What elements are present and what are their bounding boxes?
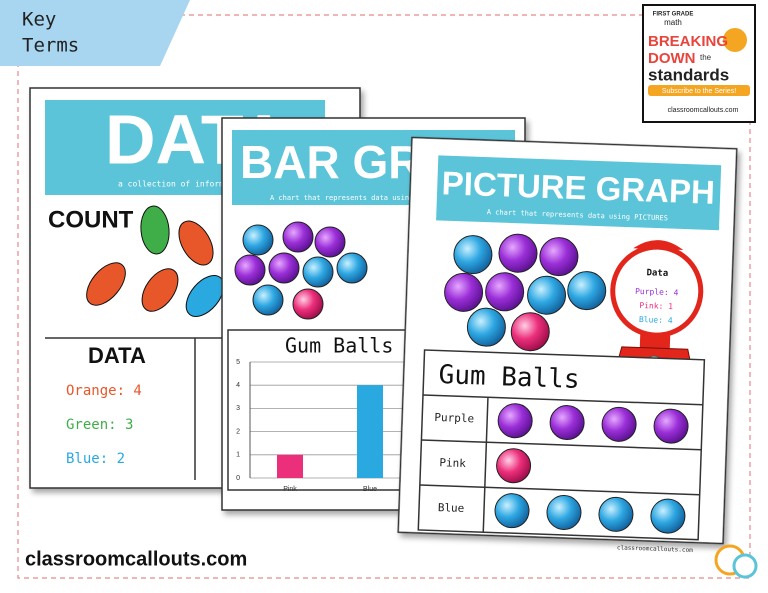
gumball — [234, 254, 266, 286]
row-label: Blue — [438, 501, 465, 515]
gumball — [539, 237, 579, 277]
picture-mark — [598, 496, 634, 532]
bar — [277, 454, 303, 478]
tab-text: Terms — [22, 35, 79, 57]
row-label: Purple — [434, 411, 474, 425]
picture-mark — [601, 406, 637, 442]
gumball — [336, 252, 368, 284]
dashed-border — [17, 14, 751, 579]
gumball — [268, 252, 300, 284]
chart-title: Gum Balls — [285, 334, 393, 358]
gumball — [302, 256, 334, 288]
badge-text: classroomcallouts.com — [668, 107, 739, 114]
badge-text: standards — [648, 65, 729, 84]
poster-footer: classroomcallouts.com — [617, 544, 693, 554]
picture-mark — [546, 494, 582, 530]
badge-frame — [642, 4, 756, 123]
gumball — [252, 284, 284, 316]
picture-mark — [549, 405, 585, 441]
gumball — [567, 271, 607, 311]
machine-row: Blue: 4 — [639, 315, 673, 325]
machine-row: Pink: 1 — [639, 301, 673, 311]
poster-header — [436, 155, 722, 231]
y-tick-label: 5 — [236, 359, 240, 366]
jellybean — [185, 275, 225, 317]
badge-text: FIRST GRADE — [653, 12, 694, 18]
gumball — [466, 307, 506, 347]
y-tick-label: 0 — [236, 475, 240, 482]
jellybean — [178, 220, 214, 266]
poster-picture: PICTURE GRAPH A chart that represents da… — [397, 136, 738, 554]
data-row: Green: 3 — [66, 417, 133, 433]
gumball — [292, 288, 324, 320]
table-line — [421, 439, 702, 451]
gumball — [282, 221, 314, 253]
machine-top — [633, 240, 684, 251]
jellybean — [140, 205, 170, 255]
picture-mark — [650, 498, 686, 534]
jellybean — [141, 268, 179, 312]
machine-title: Data — [646, 268, 668, 279]
gumball — [314, 226, 346, 258]
table-title: Gum Balls — [438, 360, 580, 395]
tab — [0, 0, 190, 66]
count-label: COUNT — [48, 206, 134, 233]
row-label: Pink — [439, 456, 466, 470]
logo — [732, 553, 758, 579]
y-tick-label: 4 — [236, 382, 240, 389]
badge: FIRST GRADE math BREAKING DOWN the stand… — [642, 4, 756, 123]
badge-text: the — [700, 53, 712, 62]
table-line — [419, 484, 700, 496]
owl — [723, 28, 747, 52]
badge-text: BREAKING — [648, 33, 728, 50]
y-tick-label: 1 — [236, 452, 240, 459]
tab-text: Key — [22, 9, 56, 31]
gumball — [527, 275, 567, 315]
picture-mark — [494, 493, 530, 529]
y-tick-label: 2 — [236, 428, 240, 435]
gumball — [510, 312, 550, 352]
x-tick-label: Blue — [363, 486, 377, 493]
jellybean — [86, 262, 126, 306]
gumball — [485, 272, 525, 312]
badge-text[interactable]: Subscribe to the Series! — [662, 88, 736, 95]
gumball — [453, 235, 493, 275]
table-title: DATA — [88, 343, 146, 368]
gumball — [444, 272, 484, 312]
data-row: Blue: 2 — [66, 451, 125, 467]
table-line — [422, 394, 703, 406]
gumball — [498, 233, 538, 273]
picture-mark — [496, 448, 532, 484]
data-row: Orange: 4 — [66, 383, 142, 399]
badge-text: math — [664, 18, 682, 27]
footer: classroomcallouts.com — [25, 548, 247, 570]
badge-button[interactable] — [648, 85, 750, 96]
poster-subtitle: a collection of information — [118, 180, 248, 189]
x-tick-label: Pink — [283, 486, 297, 493]
bar — [357, 385, 383, 478]
picture-mark — [653, 408, 689, 444]
poster-subtitle: A chart that represents data using bars — [270, 194, 434, 202]
picture-mark — [497, 403, 533, 439]
y-tick-label: 3 — [236, 405, 240, 412]
table-line — [482, 397, 489, 533]
gumball — [242, 224, 274, 256]
badge-text: DOWN — [648, 50, 696, 67]
machine-row: Purple: 4 — [635, 287, 679, 298]
